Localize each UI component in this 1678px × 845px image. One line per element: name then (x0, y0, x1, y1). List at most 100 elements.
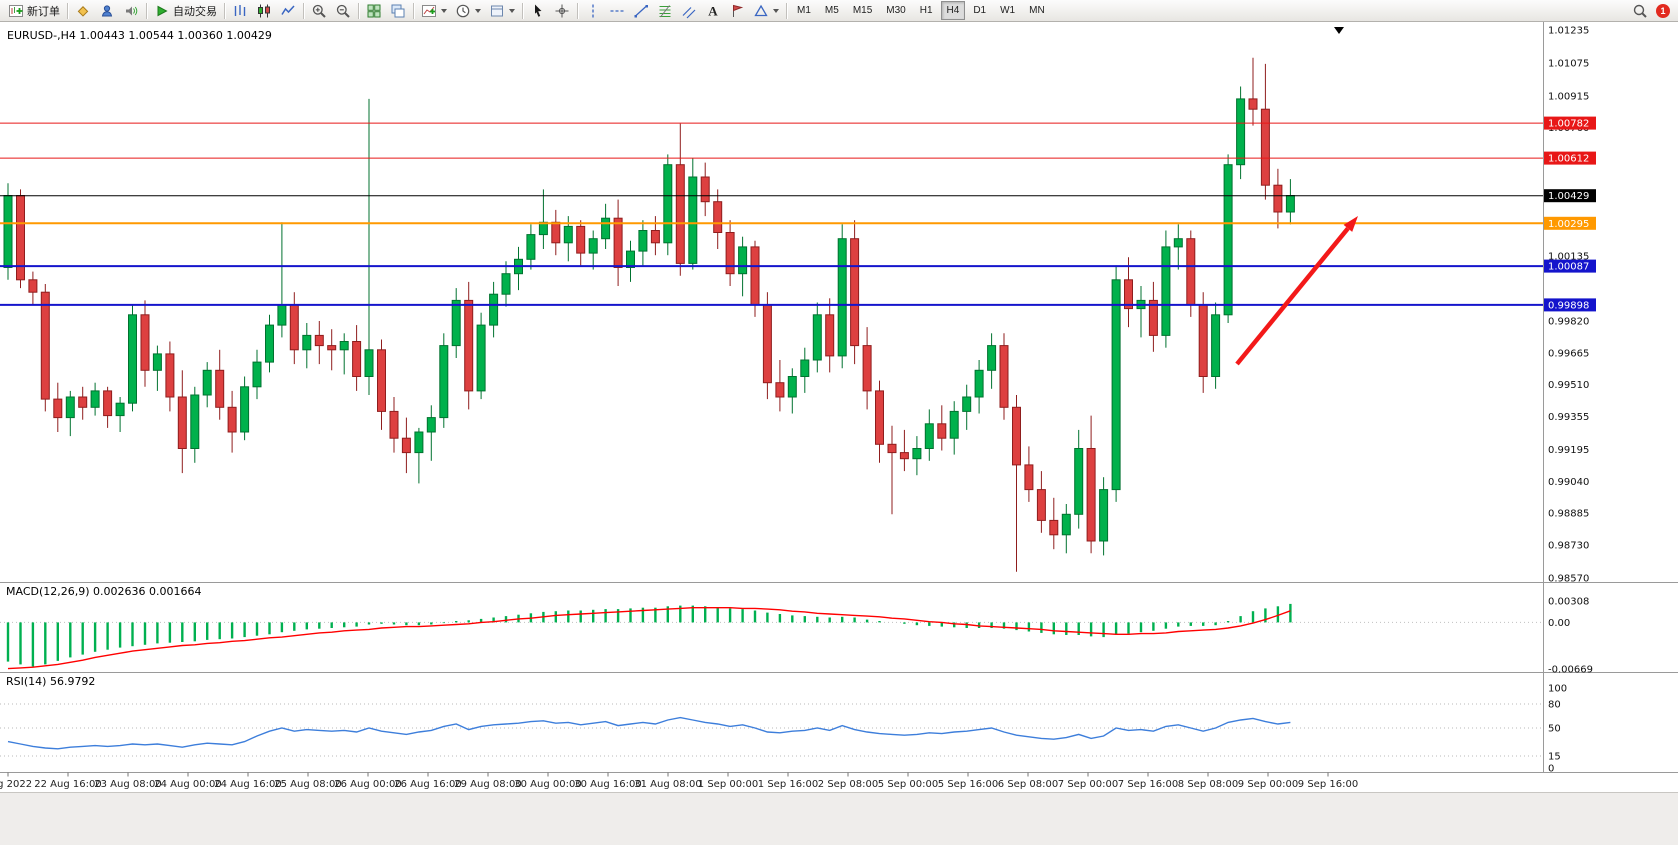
timeframe-d1-button[interactable]: D1 (973, 5, 987, 16)
svg-text:0.99040: 0.99040 (1548, 477, 1589, 488)
zoom-out-button[interactable] (331, 0, 355, 21)
svg-text:9 Sep 16:00: 9 Sep 16:00 (1298, 779, 1358, 790)
autotrading-icon (157, 5, 168, 16)
svg-text:0.99355: 0.99355 (1548, 412, 1589, 423)
cascade-windows-icon (391, 4, 405, 17)
timeframe-m1-button[interactable]: M1 (797, 5, 811, 16)
fibonacci-button[interactable] (653, 0, 677, 21)
vertical-line-icon (592, 4, 594, 17)
svg-text:5 Sep 16:00: 5 Sep 16:00 (938, 779, 998, 790)
sounds-button[interactable] (119, 0, 143, 21)
indicators-icon (422, 4, 436, 17)
svg-text:0.99820: 0.99820 (1548, 317, 1589, 328)
timeframe-m15-button[interactable]: M15 (852, 5, 873, 16)
svg-text:30 Aug 16:00: 30 Aug 16:00 (574, 779, 641, 790)
chevron-down-icon (475, 8, 481, 13)
new-order-button[interactable]: 新订单 (4, 0, 64, 21)
horizontal-line-icon (610, 9, 624, 12)
toolbar-separator (577, 2, 578, 19)
svg-text:100: 100 (1548, 684, 1567, 695)
macd-label: MACD(12,26,9) 0.002636 0.001664 (6, 585, 202, 598)
zoom-out-icon (336, 4, 350, 18)
periods-button[interactable] (451, 0, 485, 21)
svg-text:29 Aug 08:00: 29 Aug 08:00 (454, 779, 521, 790)
svg-text:7 Sep 00:00: 7 Sep 00:00 (1058, 779, 1118, 790)
tile-windows-button[interactable] (362, 0, 386, 21)
chart-shift-marker[interactable] (1334, 27, 1344, 34)
svg-text:2 Sep 08:00: 2 Sep 08:00 (818, 779, 878, 790)
svg-text:1.00782: 1.00782 (1548, 119, 1589, 130)
svg-text:23 Aug 08:00: 23 Aug 08:00 (94, 779, 161, 790)
timeframe-m30-button[interactable]: M30 (886, 5, 906, 16)
svg-text:26 Aug 00:00: 26 Aug 00:00 (334, 779, 401, 790)
indicators-button[interactable] (417, 0, 451, 21)
svg-text:1.00135: 1.00135 (1548, 252, 1589, 263)
zoom-in-button[interactable] (307, 0, 331, 21)
timeframe-h1-button[interactable]: H1 (919, 5, 933, 16)
mql5-community-button[interactable] (71, 0, 95, 21)
svg-text:0.98885: 0.98885 (1548, 509, 1589, 520)
cascade-windows-button[interactable] (386, 0, 410, 21)
price-badge-0.99898 (1544, 298, 1596, 312)
vertical-line-button[interactable] (581, 0, 605, 21)
notification-badge[interactable]: 1 (1656, 3, 1670, 18)
svg-text:1.00429: 1.00429 (1548, 191, 1589, 202)
svg-text:24 Aug 16:00: 24 Aug 16:00 (214, 779, 281, 790)
tile-windows-icon (367, 4, 381, 17)
horizontal-line-button[interactable] (605, 0, 629, 21)
chart-symbol-ohlc-label: EURUSD-,H4 1.00443 1.00544 1.00360 1.004… (7, 29, 272, 42)
chevron-down-icon (509, 8, 515, 13)
svg-text:1.00612: 1.00612 (1548, 154, 1589, 165)
svg-text:80: 80 (1548, 700, 1561, 711)
crosshair-button[interactable] (550, 0, 574, 21)
profile-button[interactable] (95, 0, 119, 21)
equidistant-channel-button[interactable] (677, 0, 701, 21)
candlestick-chart-button[interactable] (252, 0, 276, 21)
new-order-icon (9, 4, 23, 17)
svg-text:5 Sep 00:00: 5 Sep 00:00 (878, 779, 938, 790)
svg-text:-0.00669: -0.00669 (1548, 665, 1593, 676)
svg-text:0.99665: 0.99665 (1548, 348, 1589, 359)
timeframe-m5-button[interactable]: M5 (824, 5, 839, 16)
timeframe-mn-button[interactable]: MN (1029, 5, 1045, 16)
svg-text:15: 15 (1548, 752, 1561, 763)
svg-text:8 Sep 08:00: 8 Sep 08:00 (1178, 779, 1238, 790)
toolbar-separator (522, 2, 523, 19)
svg-text:0.98730: 0.98730 (1548, 541, 1589, 552)
cursor-icon (535, 4, 542, 17)
svg-text:0.99195: 0.99195 (1548, 445, 1589, 456)
svg-text:0.00: 0.00 (1548, 618, 1570, 629)
trend-arrow-annotation[interactable] (1235, 216, 1358, 366)
text-label-button[interactable] (725, 0, 749, 21)
trendline-button[interactable] (629, 0, 653, 21)
toolbar-items: 新订单 自动交易 A M1 M5 M15 M30 H1 H4 D1 W1 MN (4, 0, 1052, 21)
chart-canvas[interactable]: 1.012351.010751.009151.007601.001350.998… (0, 22, 1678, 792)
svg-text:31 Aug 08:00: 31 Aug 08:00 (634, 779, 701, 790)
svg-text:7 Sep 16:00: 7 Sep 16:00 (1118, 779, 1178, 790)
profile-icon (101, 4, 113, 16)
chevron-down-icon (441, 8, 447, 13)
toolbar-separator (413, 2, 414, 19)
chart-window: 1.012351.010751.009151.007601.001350.998… (0, 22, 1678, 792)
arrows-button[interactable] (749, 0, 783, 21)
svg-text:1.00087: 1.00087 (1548, 262, 1589, 273)
timeframe-w1-button[interactable]: W1 (1000, 5, 1016, 16)
svg-text:1 Sep 16:00: 1 Sep 16:00 (758, 779, 818, 790)
cursor-button[interactable] (526, 0, 550, 21)
new-order-button-label: 新订单 (27, 5, 60, 18)
zoom-in-icon (312, 4, 326, 18)
timeframe-h4-button[interactable]: H4 (940, 1, 966, 20)
toolbar-separator (303, 2, 304, 19)
line-chart-button[interactable] (276, 0, 300, 21)
svg-text:A: A (708, 3, 718, 18)
search-button[interactable] (1628, 0, 1652, 21)
bar-chart-button[interactable] (228, 0, 252, 21)
toolbar-separator (786, 2, 787, 19)
autotrading-button[interactable]: 自动交易 (150, 0, 221, 21)
text-button[interactable]: A (701, 0, 725, 21)
svg-text:24 Aug 00:00: 24 Aug 00:00 (154, 779, 221, 790)
price-badge-1.00612 (1544, 151, 1596, 165)
svg-text:22 Aug 16:00: 22 Aug 16:00 (34, 779, 101, 790)
templates-button[interactable] (485, 0, 519, 21)
